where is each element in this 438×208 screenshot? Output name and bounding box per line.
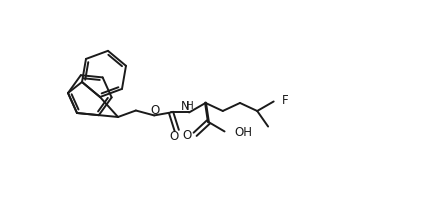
Text: N: N: [181, 100, 190, 113]
Text: O: O: [183, 129, 192, 142]
Text: OH: OH: [235, 126, 253, 139]
Text: O: O: [169, 130, 178, 143]
Text: H: H: [186, 102, 194, 111]
Text: F: F: [282, 94, 288, 107]
Text: O: O: [151, 104, 160, 117]
